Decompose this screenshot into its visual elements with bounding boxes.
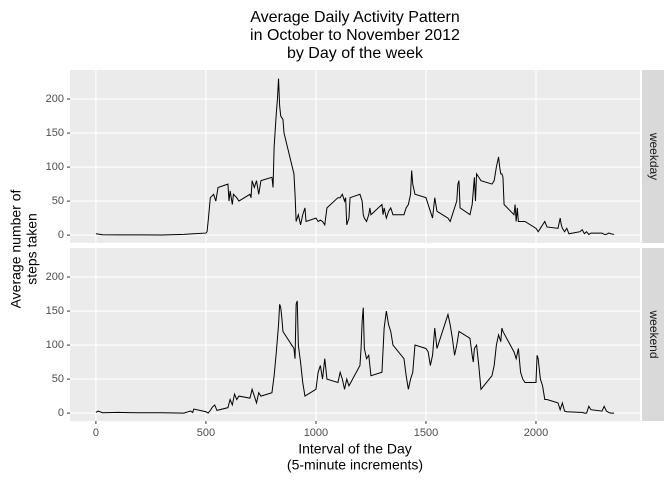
y-axis-title: Average number of bbox=[8, 189, 24, 308]
y-axis-title: steps taken bbox=[24, 213, 40, 285]
line bbox=[95, 300, 615, 414]
y-tick-label: 200 bbox=[46, 93, 64, 105]
y-tick-label: 150 bbox=[46, 305, 64, 317]
strip-background bbox=[642, 70, 664, 243]
strip-background bbox=[642, 248, 664, 421]
x-tick-label: 2000 bbox=[524, 427, 548, 439]
strip-label: weekday bbox=[647, 132, 661, 180]
y-tick-label: 100 bbox=[46, 339, 64, 351]
x-axis-title: (5-minute increments) bbox=[287, 457, 423, 473]
y-tick-label: 150 bbox=[46, 127, 64, 139]
chart-title: Average Daily Activity Pattern bbox=[250, 9, 460, 26]
line bbox=[95, 78, 615, 236]
y-tick-label: 50 bbox=[52, 373, 64, 385]
x-tick-label: 1000 bbox=[304, 427, 328, 439]
x-axis-title: Interval of the Day bbox=[298, 441, 412, 457]
panel-background bbox=[70, 248, 640, 421]
x-tick-label: 1500 bbox=[414, 427, 438, 439]
y-tick-label: 0 bbox=[58, 229, 64, 241]
strip-label: weekend bbox=[647, 309, 661, 358]
y-tick-label: 200 bbox=[46, 271, 64, 283]
panel-background bbox=[70, 70, 640, 243]
y-tick-label: 100 bbox=[46, 161, 64, 173]
chart-title: by Day of the week bbox=[287, 45, 424, 62]
y-tick-label: 0 bbox=[58, 407, 64, 419]
x-tick-label: 0 bbox=[93, 427, 99, 439]
chart-title: in October to November 2012 bbox=[250, 27, 460, 44]
x-tick-label: 500 bbox=[197, 427, 215, 439]
y-tick-label: 50 bbox=[52, 195, 64, 207]
